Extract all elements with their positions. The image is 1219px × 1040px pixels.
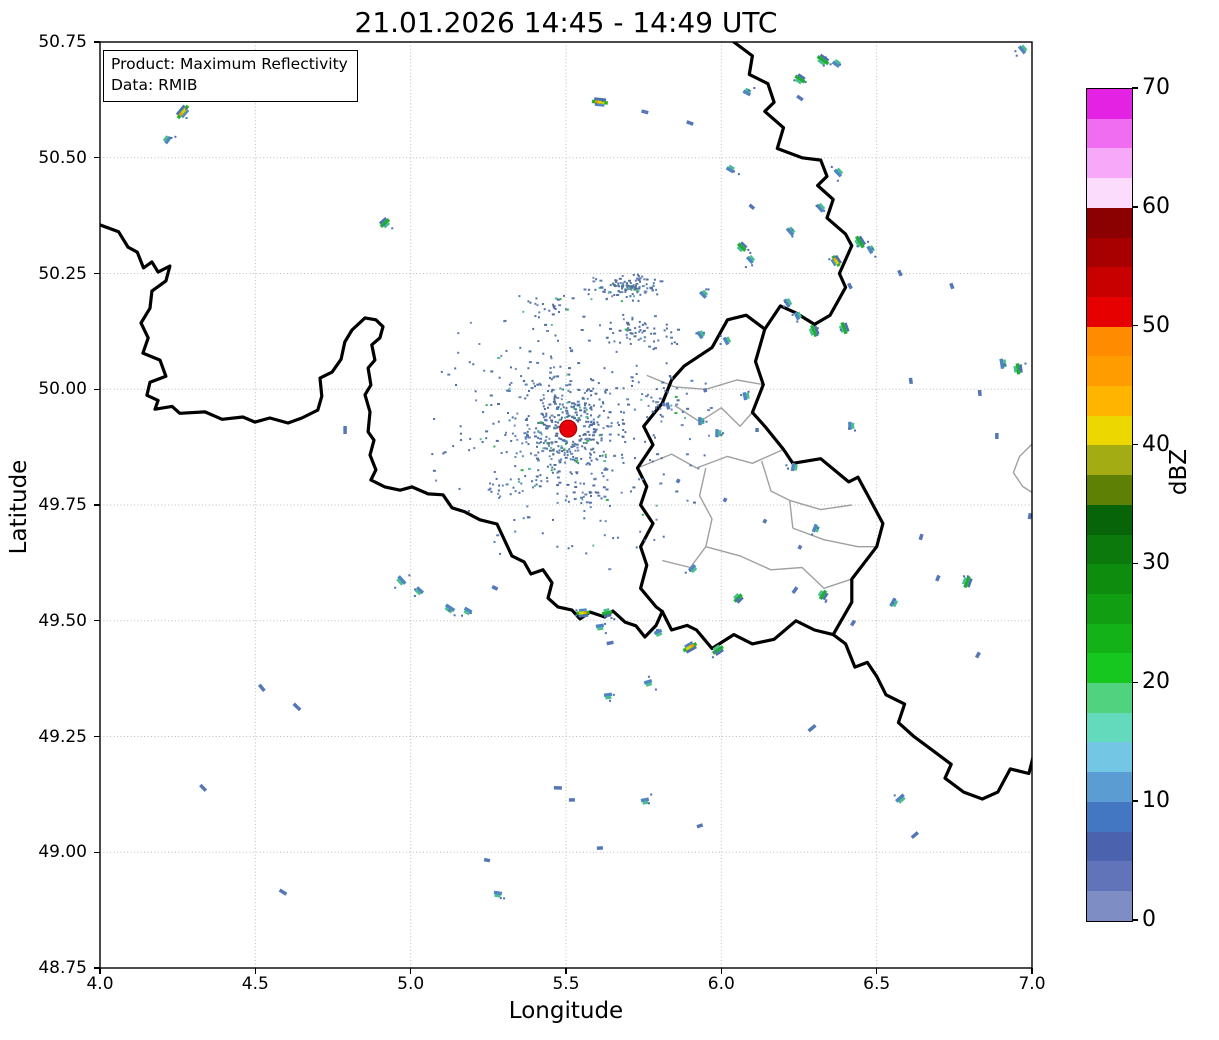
x-tick-mark (99, 968, 101, 974)
x-tick-label: 4.5 (241, 974, 269, 994)
colorbar-band (1087, 356, 1132, 387)
colorbar-band (1087, 89, 1132, 119)
colorbar-band (1087, 564, 1132, 594)
x-tick-label: 4.0 (86, 974, 114, 994)
colorbar-tick-label: 30 (1142, 550, 1170, 576)
admin-borders (637, 374, 1032, 589)
grid-lines (99, 41, 1033, 969)
y-tick-label: 48.75 (38, 958, 87, 978)
product-annotation-box: Product: Maximum Reflectivity Data: RMIB (103, 50, 358, 102)
colorbar-tick-label: 50 (1142, 312, 1170, 338)
colorbar-tick-label: 40 (1142, 431, 1170, 457)
colorbar-band (1087, 445, 1132, 476)
colorbar-band (1087, 861, 1132, 891)
y-tick-mark (94, 272, 100, 275)
colorbar-band (1087, 653, 1132, 684)
colorbar-band (1087, 772, 1132, 802)
y-tick-mark (94, 504, 100, 506)
x-tick-mark (565, 968, 567, 974)
y-tick-mark (94, 157, 100, 159)
y-tick-label: 50.25 (38, 263, 87, 284)
y-tick-mark (94, 735, 100, 738)
y-tick-label: 49.00 (38, 842, 87, 863)
colorbar-tick-mark (1132, 562, 1138, 565)
colorbar-tick-mark (1132, 325, 1138, 327)
echo-cells (162, 44, 1032, 900)
colorbar-band (1087, 683, 1132, 713)
colorbar-tick-mark (1132, 206, 1138, 208)
x-tick-mark (254, 968, 257, 974)
colorbar-tick-label: 60 (1142, 193, 1170, 219)
colorbar-band (1087, 178, 1132, 208)
colorbar-tick-mark (1132, 443, 1138, 446)
y-tick-label: 49.25 (38, 726, 87, 747)
radar-site-marker (559, 419, 578, 438)
x-tick-label: 6.5 (863, 974, 891, 994)
colorbar-tick-label: 0 (1142, 907, 1156, 932)
x-tick-label: 6.0 (707, 974, 735, 994)
x-axis-label: Longitude (508, 998, 624, 1024)
colorbar-band (1087, 237, 1132, 268)
x-tick-label: 7.0 (1018, 974, 1046, 994)
colorbar-band (1087, 296, 1132, 327)
y-tick-mark (94, 388, 100, 390)
colorbar-tick-mark (1132, 800, 1138, 802)
product-annotation-line1: Product: Maximum Reflectivity (111, 55, 348, 73)
colorbar-band (1087, 267, 1132, 297)
y-tick-mark (94, 851, 100, 853)
y-tick-label: 50.75 (38, 32, 87, 52)
clutter-speckles (431, 273, 713, 571)
colorbar-tick-label: 20 (1142, 669, 1170, 695)
y-tick-mark (94, 620, 100, 622)
x-tick-mark (720, 968, 723, 974)
colorbar-band (1087, 623, 1132, 654)
colorbar (1086, 88, 1133, 922)
colorbar-band (1087, 593, 1132, 624)
colorbar-band (1087, 890, 1132, 921)
y-tick-mark (94, 967, 100, 969)
colorbar-band (1087, 148, 1132, 179)
y-tick-label: 50.00 (38, 379, 87, 400)
colorbar-tick-mark (1132, 919, 1138, 921)
x-tick-mark (409, 968, 412, 974)
y-tick-mark (94, 41, 100, 43)
colorbar-band (1087, 831, 1132, 862)
national-borders (100, 42, 1032, 801)
x-tick-mark (1031, 968, 1033, 974)
colorbar-band (1087, 326, 1132, 357)
colorbar-band (1087, 534, 1132, 565)
colorbar-band (1087, 118, 1132, 149)
colorbar-tick-mark (1132, 87, 1138, 89)
colorbar-band (1087, 742, 1132, 773)
figure-title: 21.01.2026 14:45 - 14:49 UTC (354, 6, 778, 39)
colorbar-band (1087, 475, 1132, 505)
y-tick-label: 50.50 (38, 147, 87, 168)
x-tick-label: 5.5 (552, 974, 580, 994)
y-tick-label: 49.50 (38, 610, 87, 631)
y-tick-label: 49.75 (38, 495, 87, 515)
colorbar-band (1087, 207, 1132, 238)
colorbar-band (1087, 712, 1132, 743)
colorbar-tick-label: 10 (1142, 788, 1170, 814)
x-tick-mark (875, 968, 878, 974)
colorbar-band (1087, 386, 1132, 416)
colorbar-band (1087, 504, 1132, 535)
x-tick-label: 5.0 (397, 974, 425, 994)
colorbar-tick-mark (1132, 681, 1138, 683)
colorbar-band (1087, 415, 1132, 446)
product-annotation-line2: Data: RMIB (111, 76, 198, 95)
colorbar-tick-label: 70 (1142, 75, 1170, 100)
colorbar-band (1087, 801, 1132, 832)
